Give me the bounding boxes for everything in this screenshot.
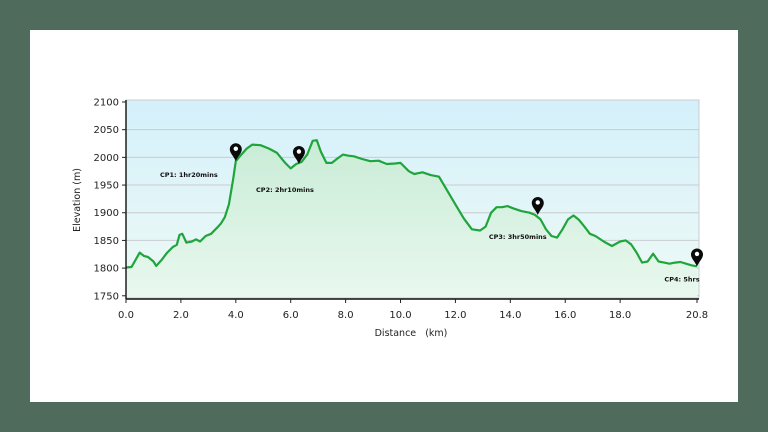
x-tick-label: 14.0 — [499, 310, 521, 321]
map-pin-icon — [691, 248, 703, 267]
y-tick-label: 1750 — [94, 291, 119, 302]
y-axis-title: Elevation (m) — [72, 168, 83, 232]
x-tick-label: 12.0 — [444, 310, 466, 321]
x-tick-label: 18.0 — [609, 310, 631, 321]
map-pin-icon — [229, 143, 242, 162]
checkpoint-annotations: CP1: 1hr20mins CP2: 2hr10mins CP3: 3hr50mi… — [160, 143, 703, 283]
y-tick-label: 1850 — [94, 236, 119, 247]
map-pin-icon — [531, 196, 544, 215]
x-tick-label: 10.0 — [389, 310, 411, 321]
checkpoint-2: CP2: 2hr10mins — [256, 146, 314, 194]
checkpoint-label: CP4: 5hrs — [664, 275, 699, 283]
x-tick-label: 20.8 — [686, 310, 708, 321]
checkpoint-label: CP2: 2hr10mins — [256, 186, 314, 194]
x-tick-label: 4.0 — [228, 310, 244, 321]
x-axis-ticks: 0.0 2.0 4.0 6.0 8.0 10.0 12.0 14.0 16.0 18.0 20.8 — [118, 299, 708, 321]
checkpoint-3: CP3: 3hr50mins — [489, 196, 547, 241]
y-tick-label: 1900 — [94, 208, 119, 219]
x-tick-label: 16.0 — [554, 310, 576, 321]
y-tick-label: 2050 — [94, 125, 119, 136]
y-tick-label: 1800 — [94, 264, 119, 275]
x-tick-label: 6.0 — [283, 310, 299, 321]
map-pin-hole — [535, 200, 540, 205]
map-pin-hole — [694, 251, 700, 257]
map-pin-icon — [292, 146, 305, 165]
map-pin-hole — [233, 146, 239, 151]
checkpoint-label: CP3: 3hr50mins — [489, 233, 547, 241]
x-tick-label: 0.0 — [118, 310, 134, 321]
y-tick-label: 1950 — [94, 181, 119, 192]
x-tick-label: 2.0 — [173, 310, 189, 321]
elevation-line — [125, 139, 698, 269]
checkpoint-label: CP1: 1hr20mins — [160, 171, 218, 179]
x-tick-label: 8.0 — [338, 310, 354, 321]
axes — [125, 100, 699, 300]
map-pin-hole — [296, 149, 302, 154]
y-tick-label: 2100 — [94, 98, 119, 109]
checkpoint-1: CP1: 1hr20mins — [160, 143, 242, 179]
y-axis-ticks: 2100 2050 2000 1950 1900 1850 1800 1750 — [94, 98, 126, 302]
y-tick-label: 2000 — [94, 153, 119, 164]
checkpoint-4: CP4: 5hrs — [664, 248, 703, 283]
elevation-area-fill — [126, 140, 697, 298]
x-axis-title: Distance (km) — [375, 328, 448, 339]
